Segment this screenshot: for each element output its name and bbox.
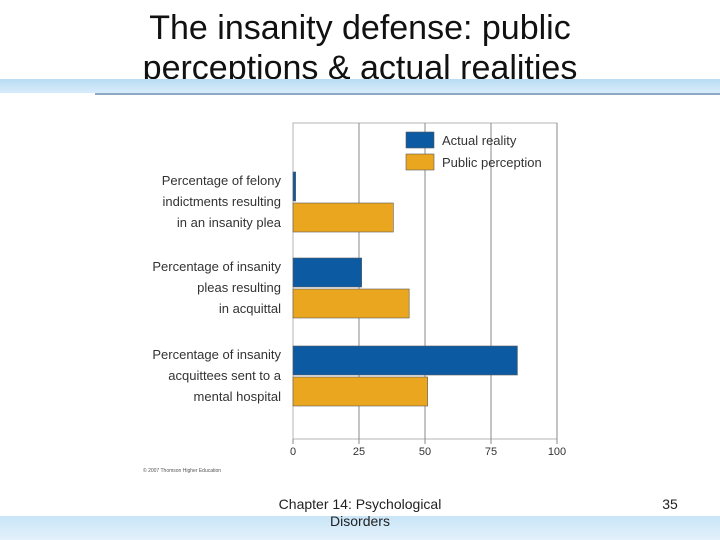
legend-label: Public perception xyxy=(442,155,542,170)
tick-label: 100 xyxy=(548,446,566,458)
bar-perception-3 xyxy=(292,376,428,407)
category-label: mental hospital xyxy=(194,389,282,404)
legend-label: Actual reality xyxy=(442,133,517,148)
top-divider-line xyxy=(95,93,720,95)
footer-line-2: Disorders xyxy=(330,513,390,529)
legend-swatch xyxy=(405,131,435,149)
tick-label: 0 xyxy=(290,446,296,458)
category-label: acquittees sent to a xyxy=(168,368,282,383)
category-label: indictments resulting xyxy=(163,194,282,209)
copyright-text: © 2007 Thomson Higher Education xyxy=(143,467,221,474)
footer-text: Chapter 14: Psychological Disorders xyxy=(260,496,460,530)
tick-label: 25 xyxy=(353,446,365,458)
category-label: Percentage of felony xyxy=(162,173,282,188)
bar-perception-1 xyxy=(292,202,394,233)
title-line-1: The insanity defense: public xyxy=(149,9,571,47)
slide-title: The insanity defense: public perceptions… xyxy=(60,8,660,88)
category-label: Percentage of insanity xyxy=(152,347,281,362)
legend: Actual reality Public perception xyxy=(405,131,542,171)
category-labels: Percentage of felony indictments resultin… xyxy=(152,173,281,404)
bar-perception-2 xyxy=(292,288,410,319)
x-axis-ticks: 0 25 50 75 100 xyxy=(290,439,566,458)
tick-label: 75 xyxy=(485,446,497,458)
bottom-decorative-band xyxy=(0,516,720,540)
page-number: 35 xyxy=(662,496,678,512)
legend-swatch xyxy=(405,153,435,171)
top-decorative-band xyxy=(0,79,720,93)
category-label: pleas resulting xyxy=(197,280,281,295)
category-label: Percentage of insanity xyxy=(152,259,281,274)
category-label: in an insanity plea xyxy=(177,215,282,230)
bar-actual-3 xyxy=(292,345,518,376)
category-label: in acquittal xyxy=(219,301,281,316)
tick-label: 50 xyxy=(419,446,431,458)
bar-actual-1 xyxy=(292,171,296,202)
bar-actual-2 xyxy=(292,257,362,288)
footer-line-1: Chapter 14: Psychological xyxy=(278,496,442,512)
bars xyxy=(292,171,518,407)
